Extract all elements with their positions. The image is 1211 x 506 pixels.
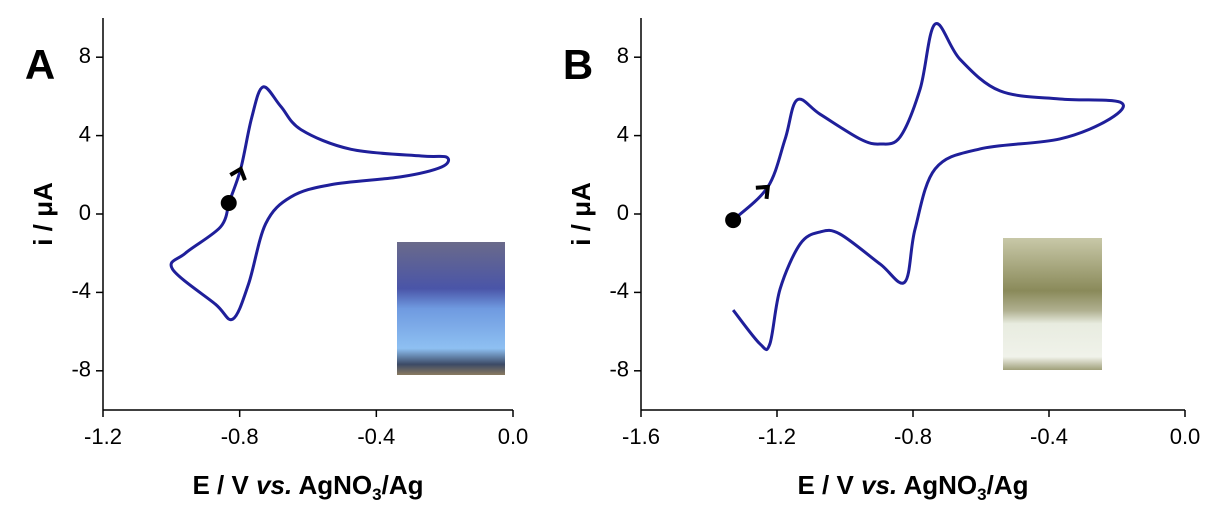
x-tick-label: -1.6 bbox=[622, 424, 660, 449]
x-tick-label: -0.8 bbox=[221, 424, 259, 449]
x-label-part: 3 bbox=[977, 485, 986, 504]
x-tick-label: -0.4 bbox=[357, 424, 395, 449]
scan-arrow bbox=[755, 184, 771, 200]
x-tick-label: 0.0 bbox=[1170, 424, 1201, 449]
inset-photo bbox=[1003, 238, 1102, 370]
y-tick-label: -4 bbox=[71, 278, 91, 303]
y-tick-label: 8 bbox=[617, 43, 629, 68]
start-point bbox=[220, 195, 237, 212]
x-tick-label: -1.2 bbox=[758, 424, 796, 449]
x-label-part: AgNO bbox=[292, 470, 372, 500]
x-label-part: 3 bbox=[372, 485, 381, 504]
x-tick-label: 0.0 bbox=[498, 424, 529, 449]
x-label-part: /Ag bbox=[382, 470, 424, 500]
y-tick-label: -8 bbox=[609, 357, 629, 382]
y-tick-label: -4 bbox=[609, 278, 629, 303]
x-label-part: /Ag bbox=[987, 470, 1029, 500]
x-tick-label: -0.8 bbox=[894, 424, 932, 449]
x-label-part: AgNO bbox=[897, 470, 977, 500]
x-label-part: vs. bbox=[861, 470, 897, 500]
y-tick-label: 0 bbox=[79, 200, 91, 225]
x-tick-label: -1.2 bbox=[84, 424, 122, 449]
x-axis-label: E / V vs. AgNO3/Ag bbox=[797, 470, 1028, 505]
inset-photo bbox=[397, 242, 505, 375]
y-tick-label: 8 bbox=[79, 43, 91, 68]
panel-label: B bbox=[563, 41, 593, 88]
y-tick-label: 4 bbox=[79, 121, 91, 146]
scan-arrow bbox=[229, 165, 247, 181]
x-label-part: E / V bbox=[192, 470, 256, 500]
x-axis-label: E / V vs. AgNO3/Ag bbox=[192, 470, 423, 505]
cv-curve bbox=[731, 22, 1125, 351]
cv-curve bbox=[169, 85, 451, 322]
y-axis-label: i / μA bbox=[28, 182, 58, 246]
y-tick-label: -8 bbox=[71, 357, 91, 382]
y-axis-label: i / μA bbox=[566, 182, 596, 246]
x-tick-label: -0.4 bbox=[1030, 424, 1068, 449]
x-label-part: E / V bbox=[797, 470, 861, 500]
x-label-part: vs. bbox=[256, 470, 292, 500]
y-tick-label: 0 bbox=[617, 200, 629, 225]
y-tick-label: 4 bbox=[617, 121, 629, 146]
panel-label: A bbox=[25, 41, 55, 88]
start-point bbox=[725, 212, 742, 229]
